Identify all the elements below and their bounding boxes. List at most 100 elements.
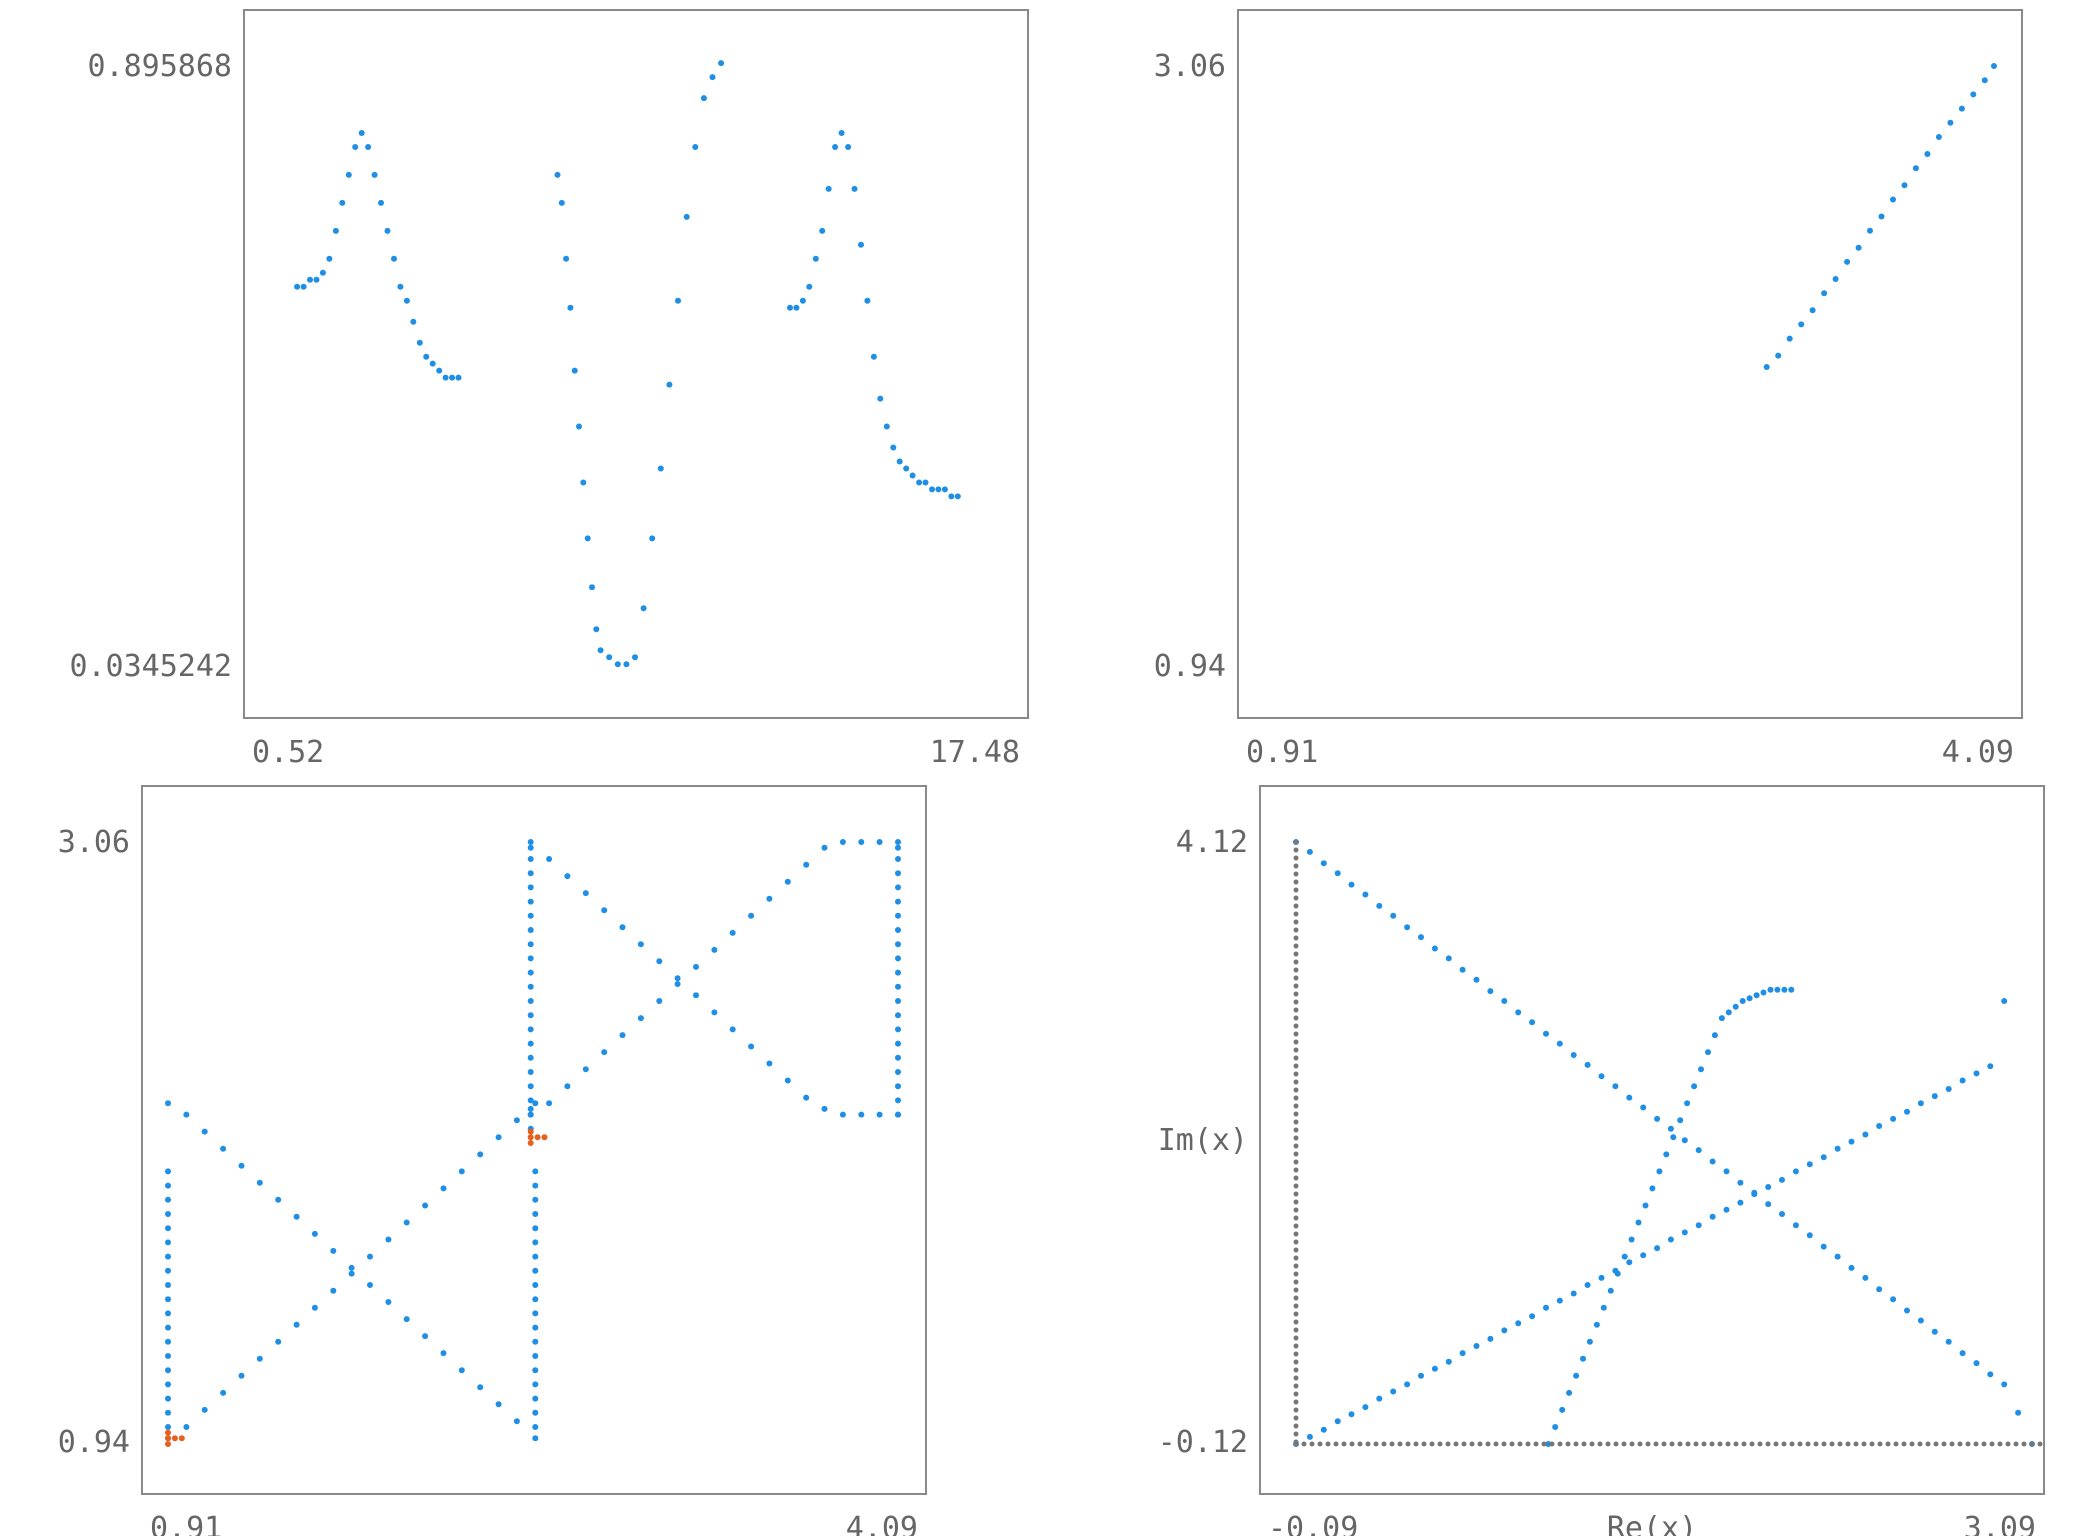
data-point <box>1667 1236 1674 1243</box>
data-point <box>1404 1381 1411 1388</box>
data-point <box>440 1185 447 1192</box>
axis-point <box>1293 1343 1299 1349</box>
data-point <box>1545 1441 1552 1447</box>
axis-point <box>1541 1441 1547 1447</box>
data-point <box>1862 1131 1869 1138</box>
data-point <box>1973 1070 1980 1077</box>
data-point <box>1890 196 1896 203</box>
data-point <box>527 1128 534 1135</box>
data-point <box>784 878 791 885</box>
data-point <box>332 227 339 234</box>
data-point <box>1473 1343 1480 1349</box>
axis-point <box>1477 1441 1483 1447</box>
data-point <box>1691 1083 1698 1090</box>
axis-point <box>1293 999 1299 1005</box>
axis-point <box>1325 1441 1331 1447</box>
data-point <box>1890 1296 1897 1303</box>
axis-point <box>1997 1441 2003 1447</box>
data-point <box>563 255 570 262</box>
data-point <box>1855 244 1862 251</box>
data-point <box>623 661 630 668</box>
axis-point <box>1605 1441 1611 1447</box>
data-point <box>674 975 681 982</box>
data-point <box>1501 1327 1508 1334</box>
data-point <box>1876 1286 1883 1293</box>
data-point <box>403 1219 410 1226</box>
axis-point <box>1429 1441 1435 1447</box>
data-point <box>1566 1389 1573 1396</box>
data-point <box>1958 105 1965 112</box>
data-point <box>1431 945 1438 952</box>
data-point <box>766 1060 773 1067</box>
data-point <box>532 1282 539 1288</box>
data-point <box>1848 1264 1855 1271</box>
data-point <box>165 1296 171 1303</box>
data-point <box>294 283 301 290</box>
data-point <box>870 353 877 360</box>
data-point <box>440 1350 447 1357</box>
data-point <box>1798 321 1805 328</box>
axis-point <box>1509 1441 1515 1447</box>
data-point <box>532 1168 539 1175</box>
data-point <box>423 353 430 360</box>
data-point <box>1501 998 1508 1004</box>
data-point <box>1947 119 1954 126</box>
axis-point <box>1461 1441 1467 1447</box>
data-point <box>165 1435 171 1442</box>
data-point <box>1970 91 1977 98</box>
data-point <box>1765 1201 1772 1208</box>
data-point <box>1348 881 1355 888</box>
data-point <box>1987 1371 1994 1378</box>
axis-point <box>1877 1441 1883 1447</box>
axis-point <box>1293 1095 1299 1101</box>
data-point <box>1878 213 1885 220</box>
data-point <box>330 1287 337 1294</box>
axis-point <box>1293 1143 1299 1149</box>
data-point <box>1820 1154 1827 1161</box>
data-point <box>1862 1274 1869 1281</box>
data-point <box>165 1225 171 1232</box>
data-point <box>527 856 534 862</box>
data-point <box>165 1196 171 1203</box>
data-point <box>1684 1100 1691 1107</box>
data-point <box>718 60 725 67</box>
data-point <box>838 130 845 136</box>
y-axis-label: Im(x) <box>1158 1123 1248 1158</box>
data-point <box>1904 1307 1910 1314</box>
data-point <box>1334 870 1341 877</box>
data-point <box>1904 1108 1910 1115</box>
data-point <box>895 1054 901 1061</box>
data-point <box>711 1009 718 1016</box>
data-point <box>895 856 901 862</box>
data-point <box>606 654 613 661</box>
x-axis-label: Re(x) <box>1607 1511 1697 1536</box>
data-point <box>541 1134 548 1141</box>
data-point <box>527 1140 534 1146</box>
x-tick-label-right: 4.09 <box>1942 735 2014 770</box>
data-point <box>845 144 852 150</box>
data-point <box>935 486 942 493</box>
axis-point <box>1685 1441 1691 1447</box>
axis-point <box>1565 1441 1571 1447</box>
axis-point <box>1293 879 1299 885</box>
axis-point <box>1973 1441 1979 1447</box>
data-point <box>1418 1372 1424 1379</box>
data-point <box>729 1026 736 1033</box>
data-point <box>1570 1052 1577 1058</box>
data-point <box>1600 1304 1607 1311</box>
data-point <box>527 870 534 877</box>
axis-point <box>1421 1441 1427 1447</box>
data-point <box>1774 986 1781 993</box>
data-point <box>1698 1066 1704 1073</box>
data-point <box>391 255 397 262</box>
data-point <box>674 981 681 987</box>
axis-point <box>1525 1441 1531 1447</box>
axis-point <box>1941 1441 1947 1447</box>
data-point <box>1781 986 1788 993</box>
data-point <box>1732 1003 1739 1010</box>
axis-point <box>1293 1391 1299 1397</box>
data-point <box>171 1435 178 1442</box>
data-point <box>649 535 656 542</box>
axis-point <box>1293 1415 1299 1421</box>
data-point <box>1529 1313 1536 1320</box>
